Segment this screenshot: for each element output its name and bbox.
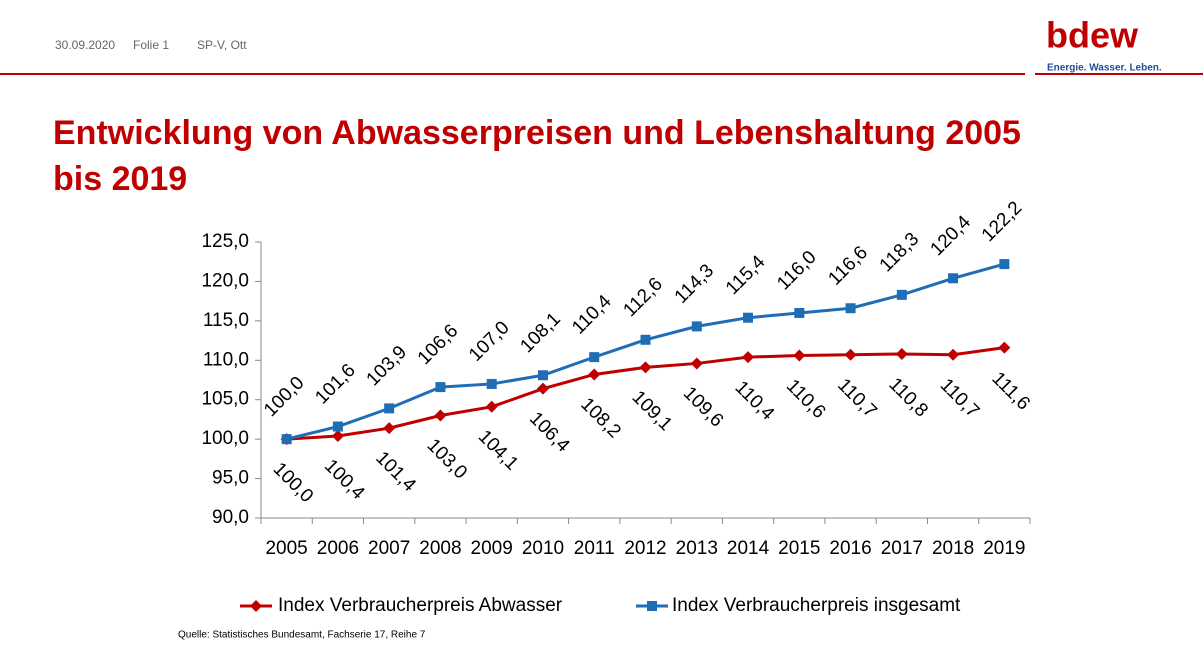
data-label: 106,6 [414,321,462,369]
data-label: 110,4 [731,377,779,425]
x-tick-label: 2006 [317,538,359,559]
data-label: 109,6 [679,383,727,431]
data-point [999,259,1010,270]
data-point [281,434,292,445]
date: 30.09.2020 [55,38,115,52]
legend-marker [647,601,657,611]
data-point [844,348,857,361]
slide-number: Folie 1 [133,38,169,52]
x-tick-label: 2019 [983,538,1025,559]
y-tick-label: 115,0 [203,310,249,331]
data-point [895,347,908,360]
author: SP-V, Ott [197,38,247,52]
data-label: 110,4 [568,291,616,339]
x-tick-label: 2015 [778,538,820,559]
x-tick-label: 2011 [574,538,615,559]
data-label: 104,1 [474,426,522,474]
x-tick-label: 2014 [727,538,770,559]
y-tick-label: 95,0 [212,468,249,489]
data-point [588,368,601,381]
data-label: 101,4 [371,448,420,497]
data-label: 112,6 [619,274,666,321]
data-label: 109,1 [628,387,676,435]
title-box: Entwicklung von Abwasserpreisen und Lebe… [53,114,1021,198]
data-label: 107,0 [465,317,513,365]
data-point [742,351,755,364]
x-tick-label: 2009 [471,538,513,559]
data-label: 106,4 [525,408,574,457]
data-point [332,421,343,432]
logo: bdew [1046,15,1139,56]
data-point [486,378,497,389]
data-label: 103,0 [423,435,471,483]
data-label: 100,4 [320,455,369,504]
x-tick-label: 2005 [265,538,307,559]
x-tick-label: 2010 [522,538,564,559]
data-label: 108,1 [516,309,564,357]
data-label: 108,2 [576,394,624,442]
data-point [743,312,754,323]
data-point [434,409,447,422]
source: Quelle: Statistisches Bundesamt, Fachser… [178,630,426,641]
data-point [948,273,959,284]
data-label: 101,6 [311,360,359,408]
x-tick-label: 2017 [881,538,923,559]
data-point [536,382,549,395]
legend-marker [250,600,262,612]
data-point [794,307,805,318]
data-label: 116,6 [824,242,871,289]
y-tick-label: 105,0 [201,389,249,410]
data-point [485,400,498,413]
data-label: 100,0 [260,373,308,421]
y-tick-label: 120,0 [201,270,249,291]
data-point [947,348,960,361]
data-point [793,349,806,362]
x-tick-label: 2012 [624,538,666,559]
data-label: 115,4 [722,251,770,299]
y-tick-label: 90,0 [212,507,249,528]
data-label: 111,6 [987,368,1033,414]
data-point [896,289,907,300]
data-point [690,357,703,370]
data-point [435,382,446,393]
data-point [384,403,395,414]
x-tick-label: 2008 [419,538,461,559]
data-label: 116,0 [773,247,820,294]
x-tick-label: 2007 [368,538,410,559]
data-point [537,370,548,381]
logo-tagline: Energie. Wasser. Leben. [1047,63,1162,74]
data-label: 118,3 [876,229,923,276]
x-tick-label: 2013 [676,538,718,559]
chart-title: Entwicklung von Abwasserpreisen und Lebe… [53,114,1021,198]
data-point [998,341,1011,354]
data-point [691,321,702,332]
legend-label: Index Verbraucherpreis insgesamt [672,595,961,616]
legend-label: Index Verbraucherpreis Abwasser [278,595,563,616]
y-tick-label: 110,0 [203,349,249,370]
data-label: 110,7 [833,375,880,422]
data-label: 103,9 [363,342,411,390]
data-point [589,352,600,363]
data-label: 120,4 [927,211,976,260]
data-point [383,422,396,435]
data-point [845,303,856,314]
data-label: 110,7 [936,375,983,422]
data-label: 114,3 [671,260,718,307]
data-point [639,361,652,374]
y-tick-label: 125,0 [201,231,249,252]
y-tick-label: 100,0 [201,428,249,449]
data-label: 110,8 [884,374,931,421]
x-tick-label: 2016 [829,538,871,559]
data-label: 100,0 [269,459,317,507]
x-tick-label: 2018 [932,538,974,559]
data-point [331,429,344,442]
data-point [640,334,651,345]
data-label: 110,6 [782,375,829,422]
